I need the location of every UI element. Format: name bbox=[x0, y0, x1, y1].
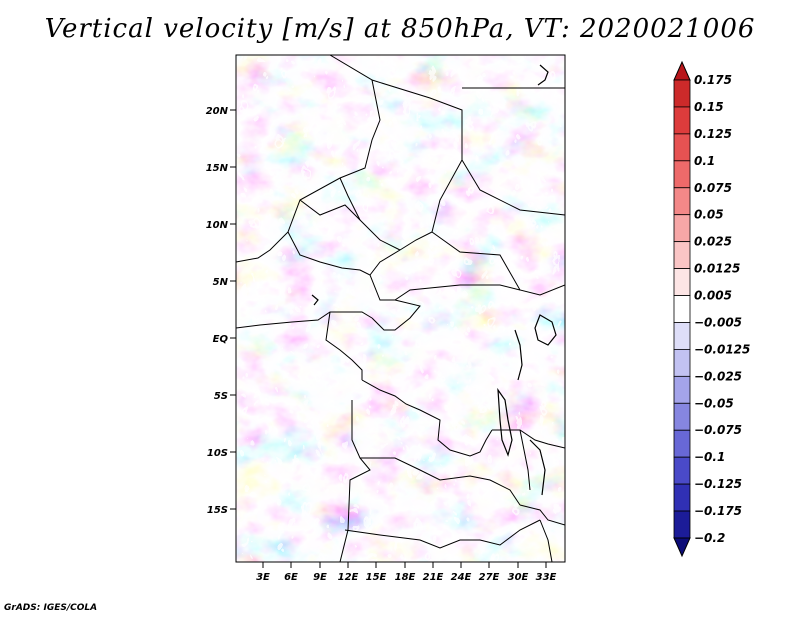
lat-label: 15N bbox=[206, 163, 229, 174]
lat-label: 10S bbox=[207, 448, 228, 459]
colorbar-segment bbox=[673, 510, 691, 539]
lon-label: 33E bbox=[536, 572, 557, 583]
colorbar-segment bbox=[673, 322, 691, 350]
colorbar-segment bbox=[673, 268, 691, 296]
lon-label: 6E bbox=[284, 572, 298, 583]
lon-label: 24E bbox=[451, 572, 472, 583]
colorbar-label: 0.005 bbox=[694, 289, 732, 303]
colorbar-segment bbox=[673, 402, 691, 431]
colorbar-segment bbox=[673, 295, 691, 323]
colorbar-segment bbox=[673, 79, 691, 108]
colorbar-max-arrow bbox=[673, 60, 691, 81]
lat-label: 5S bbox=[214, 391, 228, 402]
country-borders bbox=[236, 55, 565, 562]
colorbar-label: 0.05 bbox=[694, 208, 724, 222]
water-bodies bbox=[311, 64, 557, 496]
colorbar-label: −0.025 bbox=[694, 369, 742, 383]
colorbar-segment bbox=[673, 349, 691, 377]
colorbar: 0.175 0.15 0.125 0.1 0.075 0.05 0.025 0.0125 0.0… bbox=[673, 60, 750, 558]
colorbar-label: −0.125 bbox=[694, 477, 742, 491]
chart-title: Vertical velocity [m/s] at 850hPa, VT: 2… bbox=[44, 14, 756, 44]
grads-credit: GrADS: IGES/COLA bbox=[4, 603, 98, 613]
colorbar-label: 0.175 bbox=[694, 73, 732, 87]
colorbar-min-arrow bbox=[673, 537, 691, 558]
colorbar-label: −0.0125 bbox=[694, 342, 750, 356]
lon-label: 21E bbox=[423, 572, 444, 583]
lat-label: EQ bbox=[213, 334, 229, 345]
colorbar-segment bbox=[673, 429, 691, 458]
map-frame bbox=[235, 54, 566, 563]
colorbar-segment bbox=[673, 456, 691, 485]
colorbar-label: 0.075 bbox=[694, 181, 732, 195]
lon-label: 3E bbox=[256, 572, 270, 583]
lon-label: 27E bbox=[479, 572, 500, 583]
colorbar-label: −0.005 bbox=[694, 315, 742, 329]
velocity-field bbox=[236, 55, 565, 562]
lat-label: 15S bbox=[207, 505, 228, 516]
lat-label: 10N bbox=[206, 220, 229, 231]
colorbar-label: −0.075 bbox=[694, 423, 742, 437]
lon-axis: 3E 6E 9E 12E 15E 18E 21E 24E 27E 30E 33E bbox=[256, 562, 557, 583]
colorbar-segment bbox=[673, 133, 691, 162]
lat-label: 5N bbox=[213, 277, 229, 288]
lon-label: 9E bbox=[313, 572, 327, 583]
colorbar-label: 0.125 bbox=[694, 127, 732, 141]
colorbar-segment bbox=[673, 106, 691, 135]
colorbar-label: 0.1 bbox=[694, 154, 715, 168]
colorbar-segment bbox=[673, 375, 691, 404]
colorbar-label: 0.15 bbox=[694, 100, 724, 114]
colorbar-label: −0.175 bbox=[694, 504, 742, 518]
lat-label: 20N bbox=[206, 106, 229, 117]
colorbar-label: −0.1 bbox=[694, 450, 725, 464]
lon-label: 12E bbox=[338, 572, 359, 583]
lon-label: 30E bbox=[508, 572, 529, 583]
colorbar-label: −0.05 bbox=[694, 396, 734, 410]
colorbar-label: −0.2 bbox=[694, 531, 725, 545]
colorbar-label: 0.025 bbox=[694, 235, 732, 249]
colorbar-segment bbox=[673, 214, 691, 243]
colorbar-segment bbox=[673, 483, 691, 512]
colorbar-segment bbox=[673, 187, 691, 216]
colorbar-segment bbox=[673, 160, 691, 189]
colorbar-segment bbox=[673, 241, 691, 269]
lon-label: 18E bbox=[395, 572, 416, 583]
colorbar-label: 0.0125 bbox=[694, 262, 740, 276]
lat-axis: 20N 15N 10N 5N EQ 5S 10S 15S bbox=[206, 106, 236, 516]
lon-label: 15E bbox=[366, 572, 387, 583]
